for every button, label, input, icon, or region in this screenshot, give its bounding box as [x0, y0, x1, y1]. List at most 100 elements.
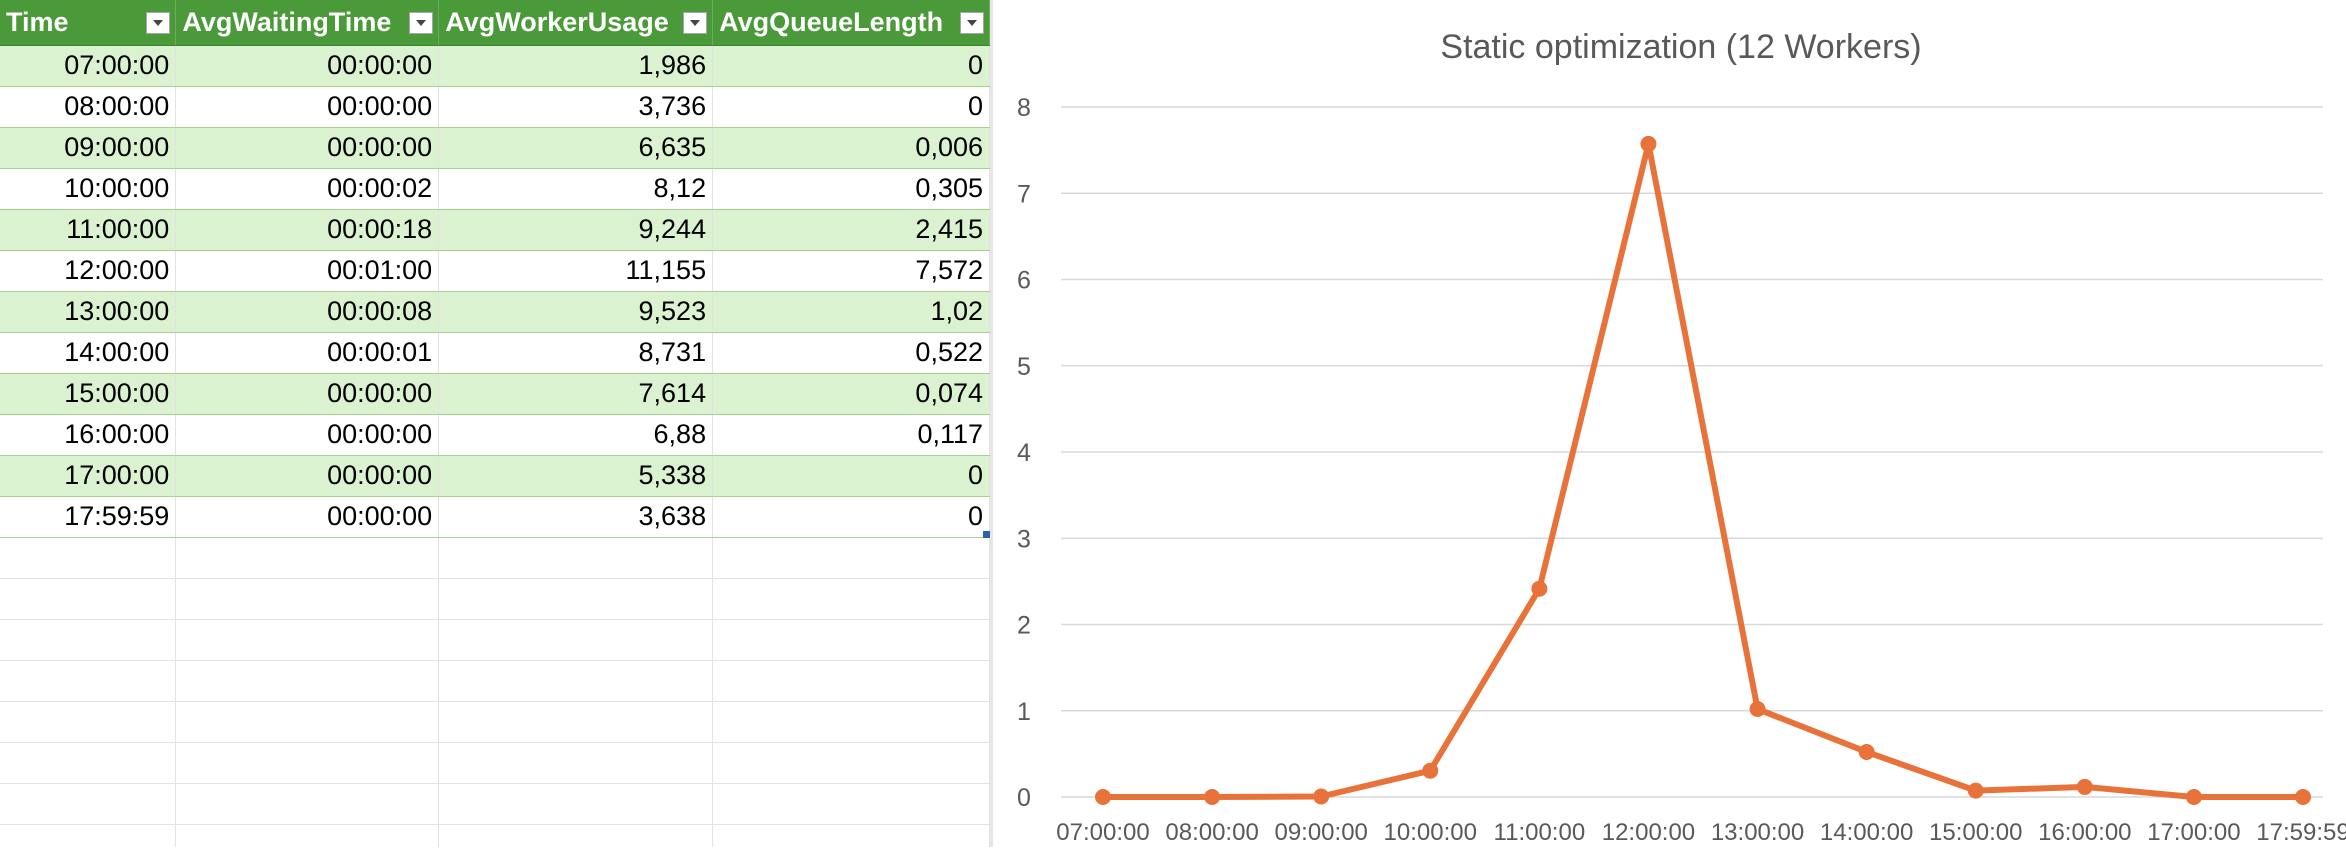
filter-dropdown-button[interactable] — [960, 12, 984, 34]
empty-cell[interactable] — [0, 660, 177, 702]
table-cell[interactable]: 00:00:00 — [175, 45, 440, 87]
empty-cell[interactable] — [712, 578, 990, 620]
empty-cell[interactable] — [175, 701, 440, 743]
table-resize-handle[interactable] — [983, 531, 990, 538]
table-cell[interactable]: 09:00:00 — [0, 127, 177, 169]
table-cell[interactable]: 14:00:00 — [0, 332, 177, 374]
table-cell[interactable]: 08:00:00 — [0, 86, 177, 128]
table-cell[interactable]: 2,415 — [712, 209, 990, 251]
table-cell[interactable]: 00:00:00 — [175, 496, 440, 538]
data-point[interactable] — [1749, 701, 1766, 718]
table-cell[interactable]: 00:00:02 — [175, 168, 440, 210]
table-cell[interactable]: 8,731 — [438, 332, 714, 374]
empty-cell[interactable] — [438, 701, 714, 743]
line-chart[interactable]: Static optimization (12 Workers) 0 1 2 3 4 5 6… — [993, 0, 2346, 847]
empty-cell[interactable] — [0, 537, 177, 579]
column-header[interactable]: Time — [0, 0, 177, 46]
table-cell[interactable]: 13:00:00 — [0, 291, 177, 333]
table-cell[interactable]: 0,006 — [712, 127, 990, 169]
table-cell[interactable]: 15:00:00 — [0, 373, 177, 415]
table-cell[interactable]: 00:00:00 — [175, 373, 440, 415]
empty-cell[interactable] — [712, 783, 990, 825]
table-cell[interactable]: 00:00:00 — [175, 455, 440, 497]
table-cell[interactable]: 00:00:08 — [175, 291, 440, 333]
empty-cell[interactable] — [0, 578, 177, 620]
empty-cell[interactable] — [712, 742, 990, 784]
table-cell[interactable]: 7,572 — [712, 250, 990, 292]
table-cell[interactable]: 9,244 — [438, 209, 714, 251]
empty-cell[interactable] — [0, 619, 177, 661]
empty-cell[interactable] — [175, 783, 440, 825]
empty-cell[interactable] — [712, 701, 990, 743]
empty-cell[interactable] — [0, 783, 177, 825]
data-point[interactable] — [1858, 743, 1875, 760]
empty-cell[interactable] — [438, 660, 714, 702]
column-header[interactable]: AvgWaitingTime — [175, 0, 440, 46]
data-point[interactable] — [2185, 789, 2202, 805]
table-cell[interactable]: 10:00:00 — [0, 168, 177, 210]
filter-dropdown-button[interactable] — [146, 12, 171, 34]
table-cell[interactable]: 7,614 — [438, 373, 714, 415]
table-cell[interactable]: 1,02 — [712, 291, 990, 333]
data-point[interactable] — [1204, 789, 1221, 805]
table-cell[interactable]: 00:00:18 — [175, 209, 440, 251]
table-cell[interactable]: 9,523 — [438, 291, 714, 333]
empty-cell[interactable] — [712, 824, 990, 847]
table-cell[interactable]: 1,986 — [438, 45, 714, 87]
table-cell[interactable]: 00:00:00 — [175, 127, 440, 169]
table-cell[interactable]: 0 — [712, 455, 990, 497]
empty-cell[interactable] — [712, 537, 990, 579]
filter-dropdown-button[interactable] — [409, 12, 434, 34]
empty-cell[interactable] — [175, 537, 440, 579]
data-point[interactable] — [1095, 789, 1111, 805]
empty-cell[interactable] — [438, 619, 714, 661]
column-header[interactable]: AvgQueueLength — [712, 0, 990, 46]
table-cell[interactable]: 0,522 — [712, 332, 990, 374]
empty-cell[interactable] — [0, 824, 177, 847]
empty-cell[interactable] — [712, 660, 990, 702]
empty-cell[interactable] — [438, 824, 714, 847]
table-cell[interactable]: 17:59:59 — [0, 496, 177, 538]
empty-cell[interactable] — [0, 742, 177, 784]
table-cell[interactable]: 0,117 — [712, 414, 990, 456]
table-cell[interactable]: 0 — [712, 86, 990, 128]
data-point[interactable] — [2076, 778, 2093, 795]
filter-dropdown-button[interactable] — [683, 12, 708, 34]
table-cell[interactable]: 11:00:00 — [0, 209, 177, 251]
data-point[interactable] — [1422, 762, 1439, 779]
empty-cell[interactable] — [175, 578, 440, 620]
column-header[interactable]: AvgWorkerUsage — [438, 0, 714, 46]
table-cell[interactable]: 0,305 — [712, 168, 990, 210]
empty-cell[interactable] — [438, 537, 714, 579]
table-cell[interactable]: 00:01:00 — [175, 250, 440, 292]
table-cell[interactable]: 8,12 — [438, 168, 714, 210]
table-cell[interactable]: 6,88 — [438, 414, 714, 456]
table-cell[interactable]: 0,074 — [712, 373, 990, 415]
empty-cell[interactable] — [175, 660, 440, 702]
data-point[interactable] — [1640, 135, 1657, 152]
empty-cell[interactable] — [712, 619, 990, 661]
empty-cell[interactable] — [0, 701, 177, 743]
table-cell[interactable]: 0 — [712, 496, 990, 538]
table-cell[interactable]: 07:00:00 — [0, 45, 177, 87]
table-cell[interactable]: 17:00:00 — [0, 455, 177, 497]
table-cell[interactable]: 5,338 — [438, 455, 714, 497]
empty-cell[interactable] — [438, 742, 714, 784]
data-point[interactable] — [1313, 788, 1330, 805]
empty-cell[interactable] — [175, 742, 440, 784]
data-point[interactable] — [2295, 789, 2311, 805]
table-cell[interactable]: 00:00:01 — [175, 332, 440, 374]
table-cell[interactable]: 6,635 — [438, 127, 714, 169]
table-cell[interactable]: 16:00:00 — [0, 414, 177, 456]
table-cell[interactable]: 3,736 — [438, 86, 714, 128]
empty-cell[interactable] — [438, 578, 714, 620]
data-point[interactable] — [1531, 580, 1548, 597]
empty-cell[interactable] — [438, 783, 714, 825]
table-cell[interactable]: 00:00:00 — [175, 86, 440, 128]
table-cell[interactable]: 12:00:00 — [0, 250, 177, 292]
data-point[interactable] — [1967, 782, 1984, 799]
series-line[interactable] — [1103, 140, 2303, 800]
table-cell[interactable]: 3,638 — [438, 496, 714, 538]
table-cell[interactable]: 0 — [712, 45, 990, 87]
empty-cell[interactable] — [175, 619, 440, 661]
